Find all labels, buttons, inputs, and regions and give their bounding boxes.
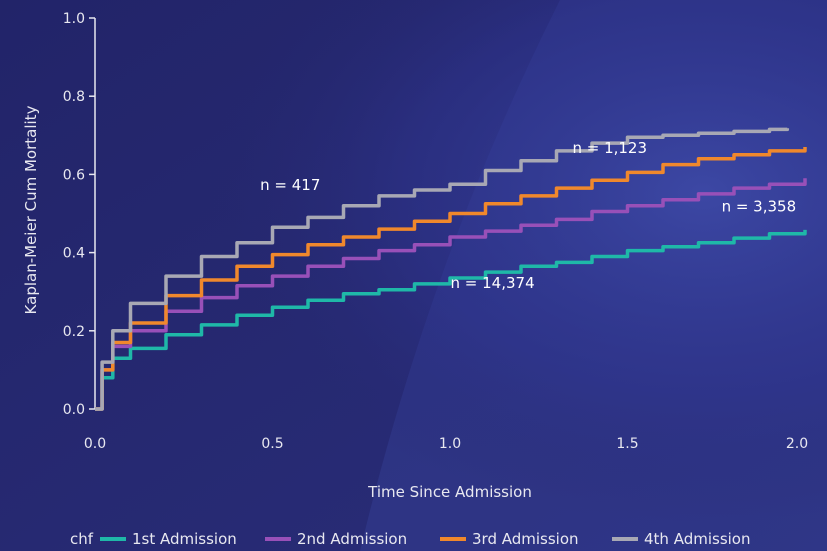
y-tick-label: 0.0 xyxy=(63,402,85,418)
y-tick-label: 1.0 xyxy=(63,11,85,27)
y-axis-label: Kaplan-Meier Cum Mortality xyxy=(22,105,40,314)
x-tick-label: 0.5 xyxy=(261,436,283,452)
legend-label: 3rd Admission xyxy=(472,530,579,548)
y-tick-label: 0.4 xyxy=(63,246,85,262)
annotation-layer: n = 417 n = 1,123 n = 3,358 n = 14,374 xyxy=(260,139,796,292)
legend-item: 4th Admission xyxy=(612,530,750,548)
y-tick-label: 0.2 xyxy=(63,324,85,340)
x-tick-label: 1.5 xyxy=(616,436,638,452)
annotation-label: n = 1,123 xyxy=(572,139,647,157)
legend-label: 1st Admission xyxy=(132,530,237,548)
legend-label: 2nd Admission xyxy=(297,530,407,548)
x-tick-label: 0.0 xyxy=(84,436,106,452)
x-tick-label: 2.0 xyxy=(786,436,808,452)
y-tick-label: 0.6 xyxy=(63,167,85,183)
series-layer xyxy=(94,127,807,411)
annotation-label: n = 14,374 xyxy=(451,274,535,292)
annotation-label: n = 3,358 xyxy=(722,198,797,216)
legend: chf 1st Admission 2nd Admission 3rd Admiss… xyxy=(70,530,750,548)
annotation-label: n = 417 xyxy=(260,176,320,194)
series-3 xyxy=(94,146,807,411)
series-1 xyxy=(94,229,807,411)
legend-title: chf xyxy=(70,530,94,548)
y-tick-label: 0.8 xyxy=(63,89,85,105)
series-4 xyxy=(94,127,790,411)
legend-item: 3rd Admission xyxy=(440,530,579,548)
legend-item: 2nd Admission xyxy=(265,530,407,548)
axes: 0.0 0.2 0.4 0.6 0.8 1.0 0.0 0.5 1.0 1.5 2.0 xyxy=(63,11,808,452)
x-axis-label: Time Since Admission xyxy=(367,483,532,501)
legend-item: 1st Admission xyxy=(100,530,237,548)
legend-label: 4th Admission xyxy=(644,530,750,548)
x-tick-label: 1.0 xyxy=(439,436,461,452)
